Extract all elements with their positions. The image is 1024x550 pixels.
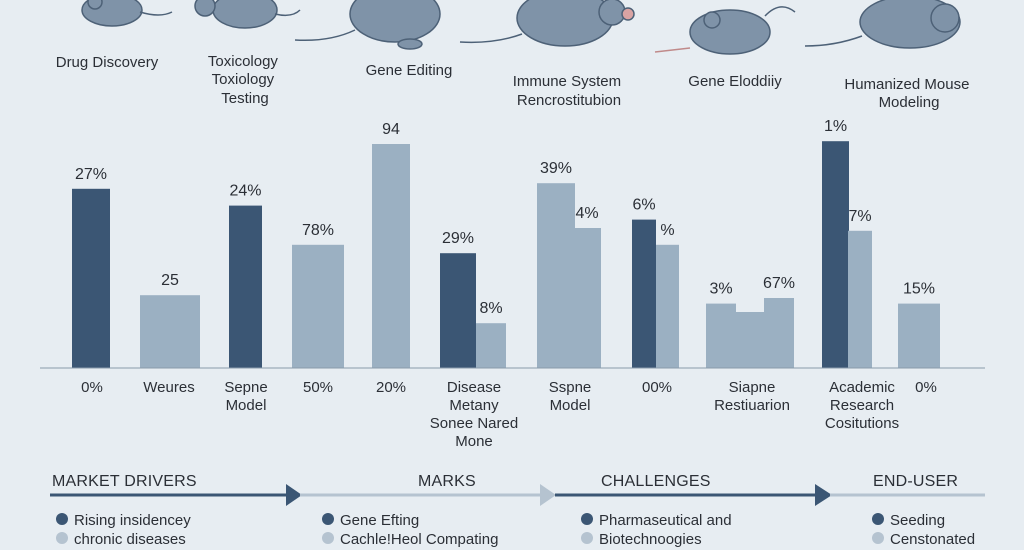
mouse-icon [81,0,173,27]
bar-value-label: 67% [763,275,795,292]
section-bullets-end-user: Seeding Censtonated [872,512,975,548]
category-labels-layer: 0% Weures Sepne Model 50% 20% Disease Metany Son… [81,379,937,450]
mouse-icon [654,6,796,55]
category-label: Weures [143,379,194,396]
category-label: 20% [376,379,406,396]
bullet-dot-icon [872,532,884,544]
list-item: Pharmaseutical and [599,512,732,529]
bar-value-label: 39% [540,160,572,177]
bullet-dot-icon [581,532,593,544]
chart-bar [573,228,601,368]
chart-bar [476,323,506,368]
chart-bar [440,253,476,368]
bullet-dot-icon [872,513,884,525]
application-label: Humanized Mouse Modeling [844,76,973,111]
category-label: 00% [642,379,672,396]
section-title-challenges: CHALLENGES [601,473,711,490]
chart-bar [537,183,575,368]
bar-value-label: 94 [382,121,400,138]
section-bullets-market-drivers: Rising insidencey chronic diseases [56,512,191,548]
chart-bar [292,244,344,368]
application-label: Gene Editing [366,62,453,79]
chart-bar [736,312,764,368]
list-item: Rising insidencey [74,512,191,529]
bar-value-label: 8% [479,300,502,317]
list-item: Censtonated [890,531,975,548]
application-label: Drug Discovery [56,54,159,71]
arrow-head-icon [815,484,832,506]
mouse-icon [294,0,441,50]
chart-bar [822,141,849,368]
mouse-icon [459,0,635,47]
chart-bar [848,230,872,368]
chart-bar [706,303,736,368]
bar-value-label: 3% [709,281,732,298]
bar-value-label: 29% [442,230,474,247]
bar-value-label: 25 [161,272,179,289]
chart-bar [372,144,410,368]
chart-bar [140,295,200,368]
section-bullets-marks: Gene Efting Cachle!Heol Compating [322,512,498,548]
bars-layer: 27% 25 24% 78% 94 29% 8% 39% 4% 6%% 3% 67% 1% 7% 15% [72,118,940,368]
chart-bar [229,205,262,368]
category-label: 0% [915,379,937,396]
arrow-head-icon [540,484,556,506]
bullet-dot-icon [56,532,68,544]
list-item: Seeding [890,512,945,529]
list-item: chronic diseases [74,531,186,548]
category-label: Sepne Model [224,379,267,414]
section-bullets-challenges: Pharmaseutical and Biotechnoogies [581,512,732,548]
chart-bar [632,219,656,368]
category-label: Siapne Restiuarion [714,379,790,414]
mouse-icon [194,0,301,29]
bar-value-label: % [660,222,674,239]
section-title-market-drivers: MARKET DRIVERS [52,473,197,490]
bar-value-label: 24% [229,183,261,200]
section-title-end-user: END-USER [873,473,958,490]
chart-bar [764,298,794,368]
bar-value-label: 78% [302,222,334,239]
bar-value-label: 4% [575,205,598,222]
mouse-icon [804,0,961,49]
bullet-dot-icon [581,513,593,525]
flow-arrow [50,484,985,506]
list-item: Cachle!Heol Compating [340,531,498,548]
chart-bar [72,188,110,368]
application-label: Gene Eloddiiy [688,73,782,90]
bar-value-label: 1% [824,118,847,135]
category-label: 50% [303,379,333,396]
chart-bar [656,244,679,368]
list-item: Gene Efting [340,512,419,529]
section-title-marks: MARKS [418,473,476,490]
chart-bar [898,303,940,368]
bullet-dot-icon [56,513,68,525]
application-label: Immune System Rencrostitubion [513,73,626,109]
bullet-dot-icon [322,532,334,544]
bullet-dot-icon [322,513,334,525]
category-label: Academic Research Cositutions [825,379,899,432]
category-label: Disease Metany Sonee Nared Mone [430,379,518,450]
category-label: Sspne Model [549,379,592,414]
bar-value-label: 7% [848,208,871,225]
mouse-illustrations [81,0,961,55]
list-item: Biotechnoogies [599,531,702,548]
category-label: 0% [81,379,103,396]
arrow-head-icon [286,484,302,506]
bar-value-label: 15% [903,281,935,298]
bar-value-label: 27% [75,166,107,183]
bar-value-label: 6% [632,197,655,214]
application-label: Toxicology Toxiology Testing [208,53,282,107]
